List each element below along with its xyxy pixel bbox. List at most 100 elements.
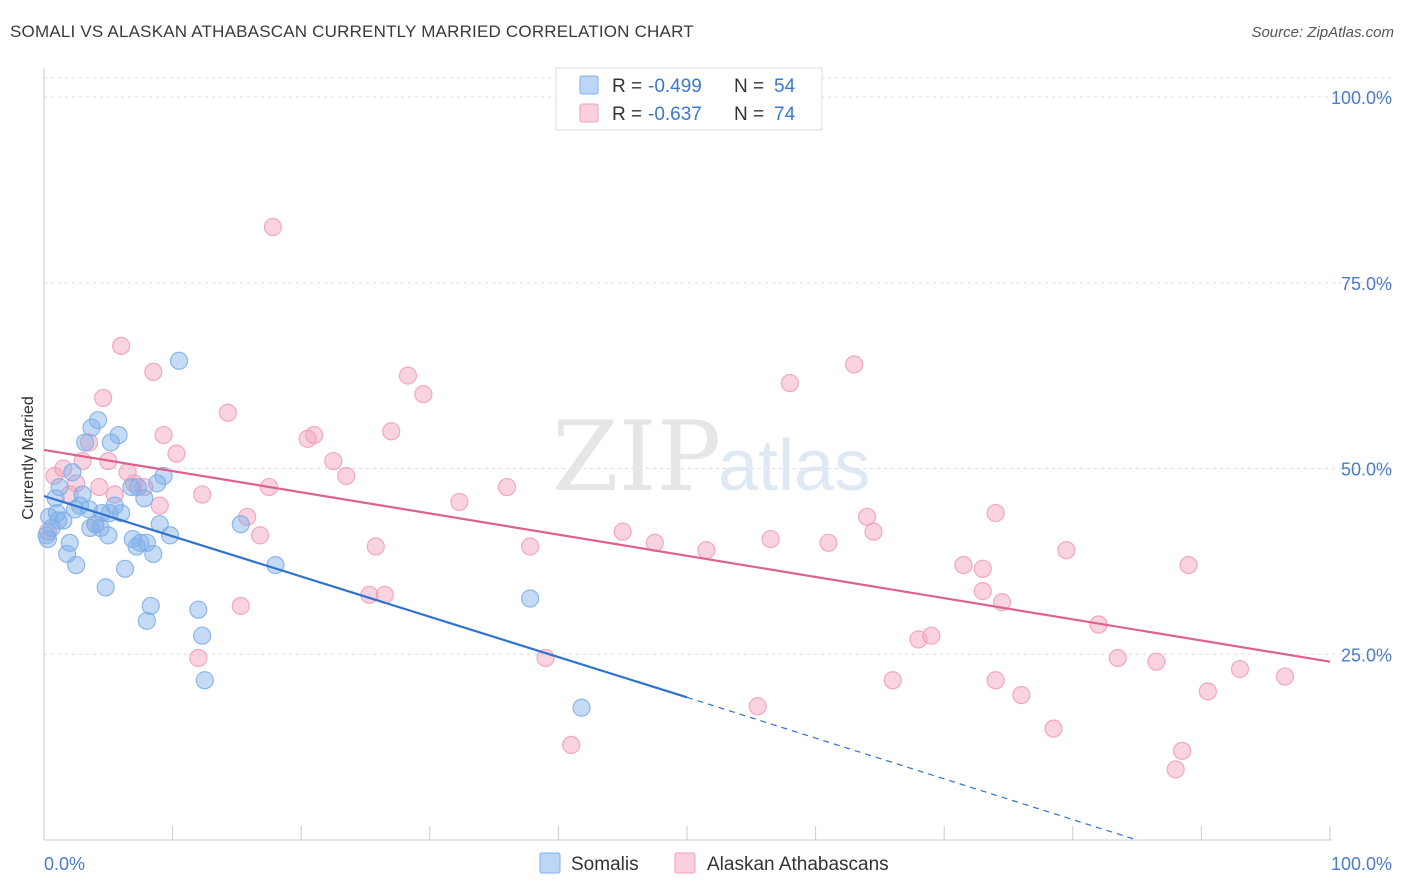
- legend-swatch-somali: [579, 75, 599, 95]
- athabascan-point-45: [697, 541, 716, 560]
- legend-r-value-athabascan: -0.637: [648, 104, 702, 125]
- somali-point-20: [101, 433, 120, 452]
- trend-line-athabascan: [43, 448, 1331, 663]
- athabascan-point-12: [112, 336, 131, 356]
- x-tick-label-min: 0.0%: [44, 854, 85, 874]
- somali-point-44: [81, 518, 100, 538]
- legend-n-label-athabascan: N =: [734, 104, 764, 125]
- somali-point-50: [128, 477, 147, 497]
- watermark: ZIP atlas: [552, 401, 870, 513]
- legend-r-value-somali: -0.499: [648, 76, 702, 97]
- bottom-legend-swatch-somali: [539, 852, 561, 874]
- athabascan-point-2: [54, 459, 73, 478]
- legend-r-label-athabascan: R =: [612, 104, 642, 125]
- legend-n-label-somali: N =: [734, 76, 764, 97]
- athabascan-point-67: [1275, 667, 1295, 686]
- athabascan-point-48: [819, 533, 838, 552]
- trend-lines: [43, 448, 1331, 841]
- somali-point-25: [122, 477, 141, 497]
- athabascan-point-36: [398, 366, 418, 385]
- athabascan-point-64: [1179, 555, 1198, 575]
- y-tick-label-2: 75.0%: [1341, 274, 1392, 294]
- somali-point-52: [572, 698, 591, 717]
- athabascan-point-62: [1166, 760, 1185, 779]
- legend: R = -0.499 N = 54 R = -0.637 N = 74: [555, 67, 823, 131]
- y-tick-labels: 25.0% 50.0% 75.0% 100.0%: [1331, 88, 1392, 665]
- watermark-zip: ZIP: [552, 401, 721, 513]
- somali-point-14: [82, 418, 101, 437]
- athabascan-point-43: [613, 522, 632, 541]
- athabascan-point-63: [1173, 741, 1192, 760]
- somali-point-5: [54, 511, 73, 530]
- somali-point-37: [189, 600, 208, 619]
- somali-point-7: [60, 533, 79, 552]
- athabascan-point-53: [973, 581, 992, 601]
- athabascan-point-33: [366, 537, 385, 556]
- athabascan-point-30: [324, 451, 343, 471]
- somali-point-43: [49, 511, 68, 530]
- somali-point-32: [148, 474, 167, 493]
- chart-title: SOMALI VS ALASKAN ATHABASCAN CURRENTLY M…: [10, 22, 694, 41]
- athabascan-point-18: [154, 425, 173, 445]
- legend-r-label-somali: R =: [612, 76, 642, 97]
- athabascan-point-65: [1198, 682, 1217, 701]
- athabascan-point-58: [1057, 541, 1076, 560]
- athabascan-point-8: [90, 477, 109, 497]
- athabascan-point-70: [986, 503, 1005, 523]
- somali-point-51: [521, 589, 540, 608]
- athabascan-point-72: [780, 373, 799, 393]
- bottom-legend-label-somali: Somalis: [571, 854, 639, 875]
- axes: [43, 68, 1332, 841]
- series-somali-points: [37, 351, 591, 717]
- athabascan-point-35: [382, 422, 401, 441]
- athabascan-point-51: [922, 626, 941, 645]
- legend-n-value-somali: 54: [774, 76, 796, 97]
- somali-point-34: [154, 466, 173, 486]
- athabascan-point-24: [238, 507, 257, 526]
- athabascan-point-46: [748, 697, 767, 716]
- somali-point-16: [88, 411, 108, 430]
- bottom-legend-swatch-athabascan: [674, 852, 696, 874]
- athabascan-point-60: [1108, 648, 1127, 668]
- somali-point-36: [169, 351, 189, 370]
- somali-point-39: [195, 671, 214, 690]
- source-label: Source: ZipAtlas.com: [1251, 24, 1394, 41]
- athabascan-point-54: [986, 671, 1005, 690]
- athabascan-point-21: [193, 485, 212, 504]
- athabascan-point-52: [954, 555, 973, 575]
- series-athabascan-points: [38, 217, 1295, 779]
- somali-point-19: [99, 526, 118, 545]
- somali-point-28: [135, 489, 154, 508]
- athabascan-point-19: [167, 444, 186, 463]
- somali-point-40: [231, 515, 250, 534]
- somali-point-42: [137, 611, 156, 630]
- athabascan-point-73: [973, 559, 992, 578]
- athabascan-point-16: [144, 362, 163, 382]
- athabascan-point-22: [218, 403, 237, 422]
- athabascan-point-42: [562, 735, 581, 754]
- legend-n-value-athabascan: 74: [774, 104, 796, 125]
- somali-point-8: [63, 463, 82, 482]
- y-tick-label-3: 100.0%: [1331, 88, 1392, 108]
- somali-point-4: [50, 477, 69, 497]
- athabascan-point-23: [231, 596, 250, 616]
- somali-point-53: [38, 529, 57, 549]
- somali-point-31: [144, 544, 163, 564]
- athabascan-point-49: [883, 671, 902, 690]
- legend-box: [555, 67, 823, 131]
- athabascan-point-66: [1230, 660, 1250, 679]
- athabascan-point-39: [497, 477, 517, 497]
- athabascan-point-38: [450, 492, 469, 512]
- athabascan-point-71: [845, 355, 864, 374]
- athabascan-point-25: [250, 526, 270, 545]
- athabascan-point-57: [1044, 719, 1063, 738]
- legend-swatch-athabascan: [579, 103, 599, 123]
- y-tick-label-1: 50.0%: [1341, 460, 1392, 480]
- athabascan-point-27: [263, 217, 283, 237]
- somali-point-18: [96, 578, 115, 597]
- somali-point-38: [193, 626, 212, 645]
- watermark-atlas: atlas: [718, 426, 870, 506]
- bottom-legend: Somalis Alaskan Athabascans: [539, 852, 889, 875]
- athabascan-point-37: [414, 385, 433, 404]
